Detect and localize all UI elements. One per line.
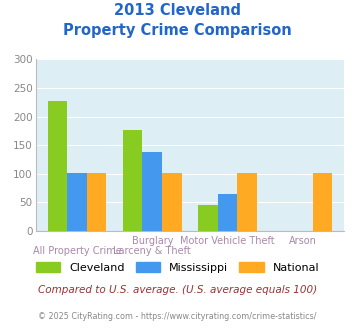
Text: Motor Vehicle Theft: Motor Vehicle Theft bbox=[180, 236, 275, 246]
Bar bbox=[67, 173, 87, 231]
Text: Burglary: Burglary bbox=[131, 236, 173, 246]
Text: Arson: Arson bbox=[289, 236, 317, 246]
Bar bbox=[198, 205, 218, 231]
Text: Compared to U.S. average. (U.S. average equals 100): Compared to U.S. average. (U.S. average … bbox=[38, 285, 317, 295]
Text: 2013 Cleveland: 2013 Cleveland bbox=[114, 3, 241, 18]
Bar bbox=[313, 173, 332, 231]
Text: © 2025 CityRating.com - https://www.cityrating.com/crime-statistics/: © 2025 CityRating.com - https://www.city… bbox=[38, 312, 317, 321]
Bar bbox=[218, 194, 237, 231]
Bar bbox=[162, 173, 182, 231]
Bar bbox=[48, 101, 67, 231]
Bar bbox=[87, 173, 106, 231]
Bar bbox=[142, 152, 162, 231]
Bar bbox=[237, 173, 257, 231]
Text: Property Crime Comparison: Property Crime Comparison bbox=[63, 23, 292, 38]
Legend: Cleveland, Mississippi, National: Cleveland, Mississippi, National bbox=[31, 258, 324, 278]
Bar bbox=[123, 130, 142, 231]
Text: All Property Crime: All Property Crime bbox=[33, 246, 121, 256]
Text: Larceny & Theft: Larceny & Theft bbox=[113, 246, 191, 256]
